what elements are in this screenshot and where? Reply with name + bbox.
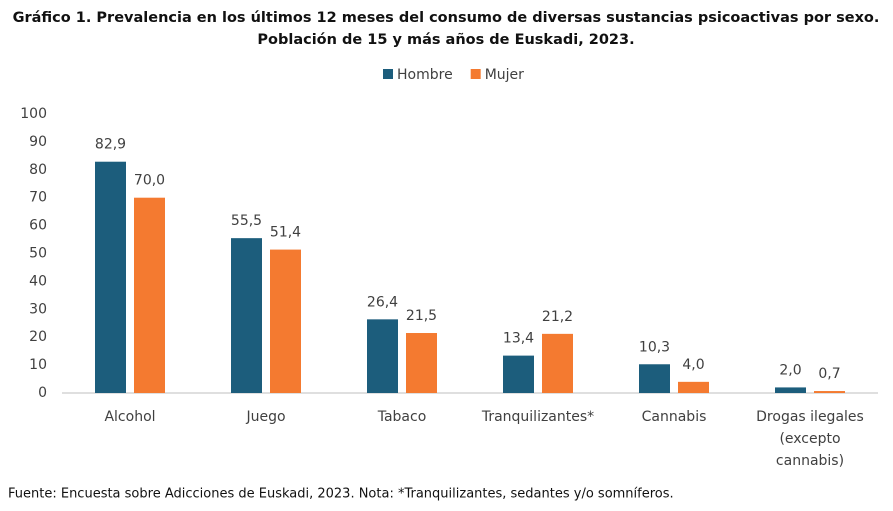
y-tick-label: 70 [29, 190, 47, 206]
y-tick-label: 10 [29, 357, 47, 373]
y-tick-label: 20 [29, 329, 47, 345]
bar [639, 364, 670, 393]
legend-swatch [470, 69, 481, 79]
x-tick-label: Juego [245, 409, 285, 425]
bar [406, 333, 437, 393]
value-label: 21,2 [542, 309, 573, 325]
value-label: 51,4 [270, 225, 301, 241]
x-tick-label: Tranquilizantes* [481, 409, 594, 425]
bar [814, 391, 845, 393]
y-tick-label: 100 [20, 106, 47, 122]
x-tick-label: Drogas ilegales (excepto cannabis) [756, 409, 864, 469]
x-tick-label: Alcohol [104, 409, 155, 425]
bar [367, 319, 398, 393]
y-tick-label: 60 [29, 218, 47, 234]
value-label: 26,4 [367, 294, 398, 310]
y-tick-label: 50 [29, 246, 47, 262]
value-label: 0,7 [818, 366, 840, 382]
value-label: 2,0 [779, 362, 801, 378]
x-tick-label: Tabaco [377, 409, 427, 425]
chart-title: Gráfico 1. Prevalencia en los últimos 12… [13, 10, 880, 26]
value-label: 82,9 [95, 137, 126, 153]
bar [270, 249, 301, 393]
x-tick-label: Cannabis [642, 409, 707, 425]
value-label: 13,4 [503, 331, 534, 347]
y-tick-label: 0 [38, 385, 47, 401]
y-tick-label: 30 [29, 301, 47, 317]
bar [775, 387, 806, 393]
legend-label: Mujer [485, 67, 524, 83]
bar [503, 355, 534, 393]
legend-swatch [383, 69, 393, 79]
value-label: 70,0 [134, 173, 165, 189]
bar [231, 238, 262, 393]
bar [542, 333, 573, 393]
bar [134, 197, 165, 393]
bar [95, 161, 126, 393]
footnote: Fuente: Encuesta sobre Adicciones de Eus… [8, 487, 674, 502]
y-tick-label: 40 [29, 273, 47, 289]
legend-label: Hombre [397, 67, 453, 83]
bar [678, 381, 709, 393]
value-label: 10,3 [639, 339, 670, 355]
value-label: 21,5 [406, 308, 437, 324]
value-label: 4,0 [682, 357, 704, 373]
value-label: 55,5 [231, 213, 262, 229]
chart-title: Población de 15 y más años de Euskadi, 2… [257, 32, 634, 48]
y-tick-label: 90 [29, 134, 47, 150]
y-tick-label: 80 [29, 162, 47, 178]
